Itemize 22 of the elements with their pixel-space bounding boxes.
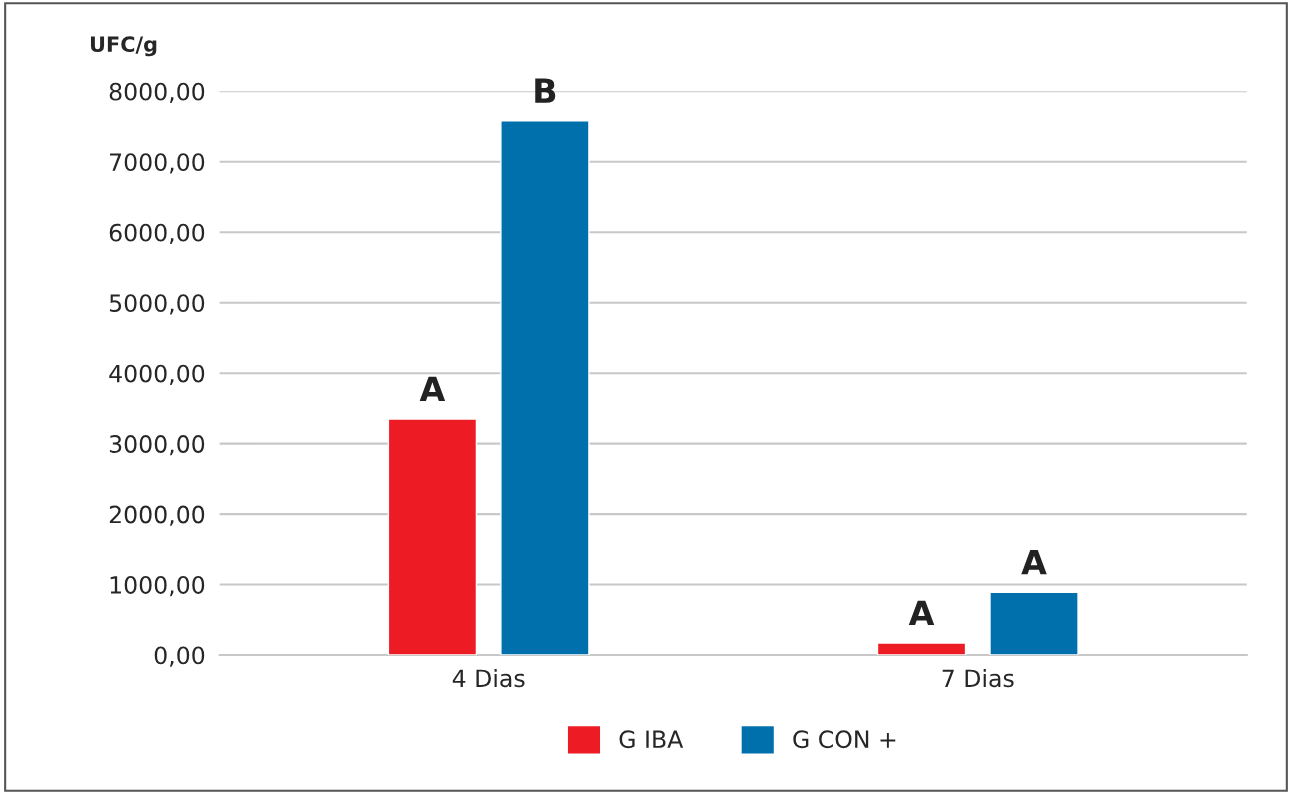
y-tick-label: 3000,00 [109, 435, 205, 456]
bar [989, 591, 1079, 656]
x-tick-label: 4 Dias [452, 668, 525, 688]
y-tick-label: 4000,00 [109, 364, 205, 385]
y-tick-label: 8000,00 [109, 82, 205, 104]
y-tick-label: 7000,00 [110, 153, 205, 174]
bar [387, 418, 478, 656]
bar [876, 642, 967, 656]
x-tick-label: 7 Dias [942, 668, 1014, 688]
bar [500, 120, 590, 656]
data-label: A [908, 600, 935, 626]
data-label: B [535, 78, 556, 103]
y-tick-label: 5000,00 [109, 294, 205, 315]
legend-label: G CON + [793, 730, 896, 749]
y-tick-label: 0,00 [154, 646, 205, 667]
data-label: A [1021, 549, 1047, 575]
legend-label: G IBA [619, 730, 684, 749]
data-label: A [419, 376, 446, 401]
y-tick-label: 6000,00 [109, 223, 205, 244]
y-tick-label: 2000,00 [109, 505, 205, 526]
y-tick-label: 1000,00 [110, 576, 205, 597]
y-axis-title: UFC/g [90, 36, 157, 57]
